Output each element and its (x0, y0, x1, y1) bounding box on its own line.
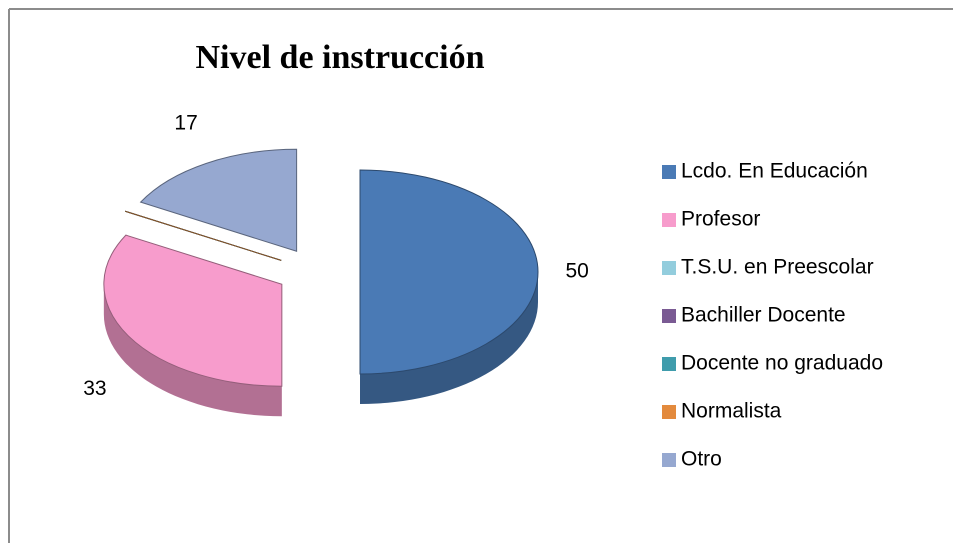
legend-swatch (662, 405, 676, 419)
slice (139, 148, 298, 252)
legend-label: Lcdo. En Educación (681, 160, 868, 183)
legend-swatch (662, 309, 676, 323)
legend-label: Docente no graduado (681, 352, 883, 375)
legend-label: Bachiller Docente (681, 304, 846, 327)
legend-swatch (662, 357, 676, 371)
legend-swatch (662, 261, 676, 275)
legend-label: Normalista (681, 400, 782, 423)
legend-label: Profesor (681, 208, 760, 231)
slice (103, 234, 283, 387)
legend-swatch (662, 165, 676, 179)
data-label: 17 (174, 112, 197, 135)
legend-label: T.S.U. en Preescolar (681, 256, 874, 279)
data-label: 50 (565, 260, 588, 283)
legend-swatch (662, 213, 676, 227)
legend-label: Otro (681, 448, 722, 471)
chart-title: Nivel de instrucción (196, 39, 485, 76)
slice (359, 169, 539, 375)
legend-swatch (662, 453, 676, 467)
slice (125, 210, 282, 261)
data-label: 33 (83, 377, 106, 400)
